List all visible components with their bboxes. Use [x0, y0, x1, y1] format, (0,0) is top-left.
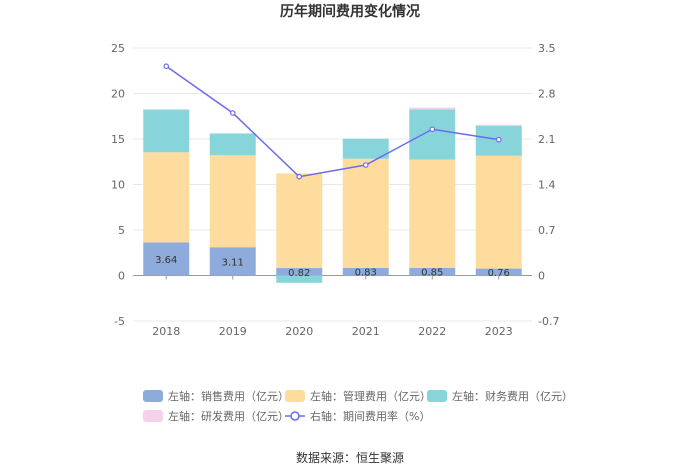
legend: 左轴：销售费用（亿元） 左轴：管理费用（亿元） 左轴：财务费用（亿元） 左轴：研发费用… [143, 389, 573, 423]
right-tick-label: 0 [538, 270, 545, 283]
left-tick-label: 25 [111, 42, 125, 55]
bar-segment [475, 124, 522, 126]
left-tick-label: -5 [114, 315, 125, 328]
rate-point [296, 173, 303, 180]
rate-point [362, 162, 369, 168]
bar-segment [342, 138, 389, 159]
legend-label: 左轴：研发费用（亿元） [168, 409, 289, 423]
left-axis-ticks: -5 0 5 10 15 20 25 [111, 42, 125, 328]
bar-segment [409, 267, 456, 276]
grid [133, 47, 532, 322]
legend-swatch [143, 410, 163, 422]
bar-data-label: 0.85 [421, 268, 443, 279]
bar-segment [143, 152, 190, 243]
bar-segment [143, 109, 190, 153]
left-tick-label: 20 [111, 88, 125, 101]
right-axis-ticks: -0.7 0 0.7 1.4 2.1 2.8 3.5 [538, 42, 559, 328]
legend-label: 左轴：销售费用（亿元） [168, 389, 289, 403]
x-tick-label: 2020 [285, 325, 313, 338]
rate-point [229, 110, 236, 116]
right-tick-label: 2.1 [538, 133, 556, 146]
x-tick-label: 2022 [418, 325, 446, 338]
x-tick-label: 2023 [485, 325, 513, 338]
bar-segment [342, 158, 389, 268]
left-tick-label: 15 [111, 133, 125, 146]
bar-data-label: 0.76 [488, 268, 510, 279]
rate-point [495, 136, 502, 143]
legend-swatch [143, 390, 163, 402]
bar-labels: 3.64 3.11 0.82 0.83 0.85 0.76 [155, 255, 510, 279]
bar-data-label: 0.82 [288, 268, 310, 279]
right-tick-label: 0.7 [538, 224, 556, 237]
left-tick-label: 5 [118, 224, 125, 237]
right-tick-label: 1.4 [538, 179, 556, 192]
bar-segment [209, 133, 256, 156]
rate-line [163, 63, 502, 180]
rate-line-path [165, 65, 499, 178]
right-tick-label: -0.7 [538, 315, 559, 328]
rate-point [163, 63, 170, 69]
bar-segment [276, 275, 323, 283]
bar-segment [209, 247, 256, 276]
bar-segment [475, 268, 522, 276]
legend-label: 左轴：财务费用（亿元） [452, 389, 573, 403]
bar-segment [409, 159, 456, 268]
chart-title: 历年期间费用变化情况 [280, 3, 420, 20]
left-tick-label: 0 [118, 270, 125, 283]
x-axis-ticks: 2018 2019 2020 2021 2022 2023 [152, 275, 513, 338]
data-source: 数据来源：恒生聚源 [296, 450, 404, 465]
bar-segment [209, 155, 256, 248]
bar-segment [409, 107, 456, 110]
bar-segment [276, 173, 323, 269]
bar-segment [475, 155, 522, 269]
bar-data-label: 3.11 [222, 257, 244, 268]
rate-point [429, 126, 436, 133]
left-tick-label: 10 [111, 179, 125, 192]
x-tick-label: 2019 [219, 325, 247, 338]
right-tick-label: 2.8 [538, 88, 556, 101]
legend-label: 左轴：管理费用（亿元） [310, 389, 431, 403]
bars [143, 107, 522, 283]
bar-segment [276, 268, 323, 276]
bar-segment [342, 267, 389, 276]
x-tick-label: 2021 [352, 325, 380, 338]
bar-segment [143, 242, 190, 276]
x-tick-label: 2018 [152, 325, 180, 338]
legend-line-marker [290, 411, 300, 421]
legend-label: 右轴：期间费用率（%） [310, 409, 430, 423]
right-tick-label: 3.5 [538, 42, 556, 55]
legend-swatch [285, 390, 305, 402]
legend-swatch [427, 390, 447, 402]
bar-data-label: 0.83 [355, 268, 377, 279]
bar-data-label: 3.64 [155, 255, 177, 266]
bar-segment [409, 109, 456, 160]
